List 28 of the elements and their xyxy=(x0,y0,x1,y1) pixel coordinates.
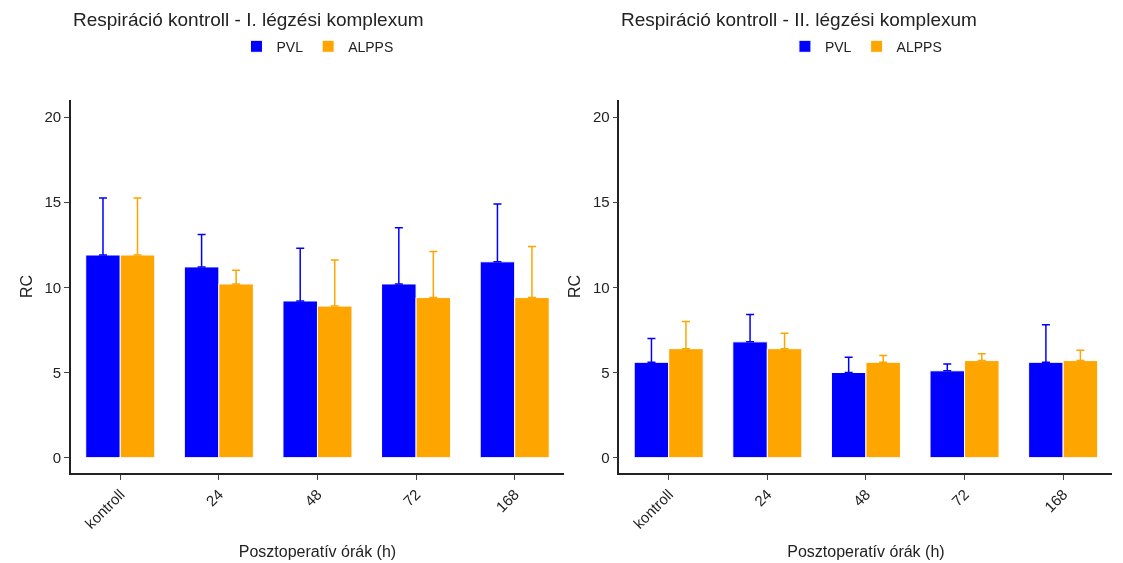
x-tick-label: 48 xyxy=(301,485,325,510)
x-tick-label: 168 xyxy=(1040,485,1071,516)
x-tick-label: 24 xyxy=(750,485,775,510)
x-tick-label: 72 xyxy=(948,485,972,510)
x-axis-title: Posztoperatív órák (h) xyxy=(787,543,945,561)
chart-title: Respiráció kontroll - I. légzési komplexum xyxy=(73,9,424,30)
legend-label: ALPPS xyxy=(348,38,394,55)
y-tick-label: 15 xyxy=(592,193,610,211)
y-tick-label: 15 xyxy=(44,193,62,211)
y-tick-label: 10 xyxy=(592,278,610,296)
y-axis-title: RC xyxy=(566,274,584,299)
y-tick-label: 0 xyxy=(601,448,610,466)
legend-label: PVL xyxy=(824,38,852,55)
x-tick-label: 48 xyxy=(849,485,874,510)
x-tick-label: 168 xyxy=(492,485,523,516)
chart-title: Respiráció kontroll - II. légzési komplexum xyxy=(621,9,977,30)
y-tick-label: 0 xyxy=(52,448,62,466)
legend-label: ALPPS xyxy=(896,38,942,55)
legend-label: PVL xyxy=(276,38,304,55)
y-tick-label: 20 xyxy=(44,108,62,126)
y-tick-label: 5 xyxy=(601,363,610,381)
y-tick-label: 5 xyxy=(52,363,62,381)
y-tick-label: 10 xyxy=(44,278,62,296)
y-axis-title: RC xyxy=(17,274,35,299)
x-tick-label: 24 xyxy=(202,485,227,510)
x-axis-title: Posztoperatív órák (h) xyxy=(238,543,397,561)
x-tick-label: 72 xyxy=(399,485,424,510)
y-tick-label: 20 xyxy=(592,108,610,126)
